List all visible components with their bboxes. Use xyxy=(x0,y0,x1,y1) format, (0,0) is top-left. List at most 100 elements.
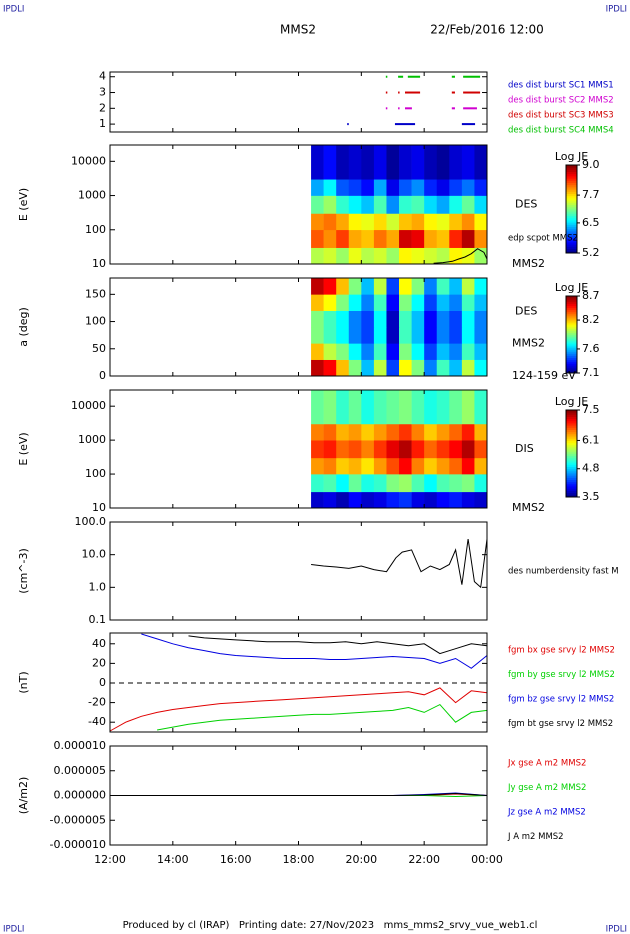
heatmap-cell xyxy=(474,294,488,311)
heatmap-cell xyxy=(399,310,412,328)
colorbar-segment xyxy=(566,369,577,372)
colorbar-segment xyxy=(566,315,577,318)
heatmap-cell xyxy=(311,491,324,509)
heatmap-cell xyxy=(399,457,412,475)
colorbar-segment xyxy=(566,297,577,301)
y-tick-label: 0.000005 xyxy=(54,764,107,777)
heatmap-cell xyxy=(336,423,350,441)
heatmap-cell xyxy=(449,491,463,509)
colorbar-segment xyxy=(566,167,577,170)
colorbar-segment xyxy=(566,193,577,197)
x-tick-label: 16:00 xyxy=(220,853,252,866)
panel-frame xyxy=(109,71,488,133)
heatmap-cell xyxy=(373,179,387,196)
colorbar-segment xyxy=(566,317,577,320)
heatmap-cell xyxy=(386,390,400,425)
burst-interval xyxy=(451,75,455,78)
colorbar-segment xyxy=(566,217,577,221)
colorbar-label: Log JE xyxy=(555,395,588,408)
heatmap-cell xyxy=(361,213,375,231)
heatmap-cell xyxy=(311,310,324,328)
colorbar-segment xyxy=(566,330,577,333)
y-axis-label: E (eV) xyxy=(17,432,30,465)
chart-title: MMS2 xyxy=(280,23,316,37)
heatmap-cell xyxy=(323,457,337,475)
colorbar-segment xyxy=(566,242,577,245)
colorbar-frame xyxy=(565,409,578,498)
colorbar-segment xyxy=(566,473,577,476)
burst-interval xyxy=(398,91,400,94)
colorbar-segment xyxy=(566,349,577,353)
heatmap-cell xyxy=(424,278,438,295)
heatmap-cell xyxy=(474,213,488,231)
y-tick-label: 0 xyxy=(99,369,106,382)
heatmap-cell xyxy=(461,294,475,311)
colorbar-segment xyxy=(566,342,577,345)
heatmap-cell xyxy=(336,278,350,295)
colorbar-segment xyxy=(566,334,577,337)
colorbar-segment xyxy=(566,468,577,472)
colorbar-segment xyxy=(566,438,577,441)
colorbar-segment xyxy=(566,171,577,175)
legend-label: fgm bt gse srvy l2 MMS2 xyxy=(508,719,613,729)
colorbar-segment xyxy=(566,457,577,461)
colorbar-segment xyxy=(566,169,577,172)
heatmap-cell xyxy=(436,491,450,509)
colorbar-segment xyxy=(566,451,577,454)
heatmap-cell xyxy=(386,457,400,475)
heatmap-cell xyxy=(386,195,400,214)
y-tick-label: 0.000010 xyxy=(54,739,107,752)
heatmap-cell xyxy=(399,294,412,311)
colorbar-segment xyxy=(566,176,577,179)
heatmap-cell xyxy=(461,423,475,441)
heatmap-cell xyxy=(399,213,412,231)
colorbar-tick-label: 5.2 xyxy=(582,246,600,259)
colorbar-segment xyxy=(566,464,577,467)
heatmap-cell xyxy=(323,195,337,214)
heatmap-cell xyxy=(411,423,425,441)
heatmap-cell xyxy=(336,474,350,493)
colorbar-segment xyxy=(566,359,577,362)
heatmap-cell xyxy=(424,179,438,196)
colorbar-segment xyxy=(566,423,577,426)
colorbar-frame xyxy=(565,164,578,254)
colorbar-tick-label: 8.7 xyxy=(582,289,600,302)
colorbar-segment xyxy=(566,346,577,349)
heatmap-cell xyxy=(373,195,387,214)
heatmap-cell xyxy=(424,327,438,344)
heatmap-cell xyxy=(411,390,425,425)
data-line xyxy=(311,539,488,589)
annotation: 124-159 eV xyxy=(512,369,576,382)
heatmap-cell xyxy=(336,179,350,196)
colorbar-tick-label: 6.1 xyxy=(582,433,600,446)
heatmap-cell xyxy=(474,390,488,425)
colorbar-segment xyxy=(566,470,577,474)
heatmap-cell xyxy=(474,195,488,214)
heatmap-cell xyxy=(361,440,375,459)
annotation: DIS xyxy=(515,442,534,455)
heatmap-cell xyxy=(323,310,337,328)
heatmap-cell xyxy=(461,343,475,360)
heatmap-cell xyxy=(311,327,324,344)
heatmap-cell xyxy=(461,390,475,425)
heatmap-cell xyxy=(399,247,412,265)
heatmap-cell xyxy=(336,440,350,459)
colorbar-segment xyxy=(566,453,577,457)
heatmap-cell xyxy=(336,213,350,231)
data-line xyxy=(141,633,488,669)
y-tick-label: 100.0 xyxy=(75,515,107,528)
heatmap-cell xyxy=(436,278,450,295)
y-tick-label: 100 xyxy=(85,315,106,328)
heatmap-cell xyxy=(449,390,463,425)
heatmap-cell xyxy=(348,278,362,295)
colorbar-segment xyxy=(566,182,577,186)
heatmap-cell xyxy=(348,213,362,231)
colorbar-segment xyxy=(566,222,577,225)
panel-frame xyxy=(109,389,488,509)
heatmap-cell xyxy=(323,390,337,425)
colorbar-segment xyxy=(566,233,577,236)
heatmap-cell xyxy=(336,457,350,475)
heatmap-cell xyxy=(399,390,412,425)
colorbar-segment xyxy=(566,433,577,437)
colorbar-segment xyxy=(566,191,577,194)
